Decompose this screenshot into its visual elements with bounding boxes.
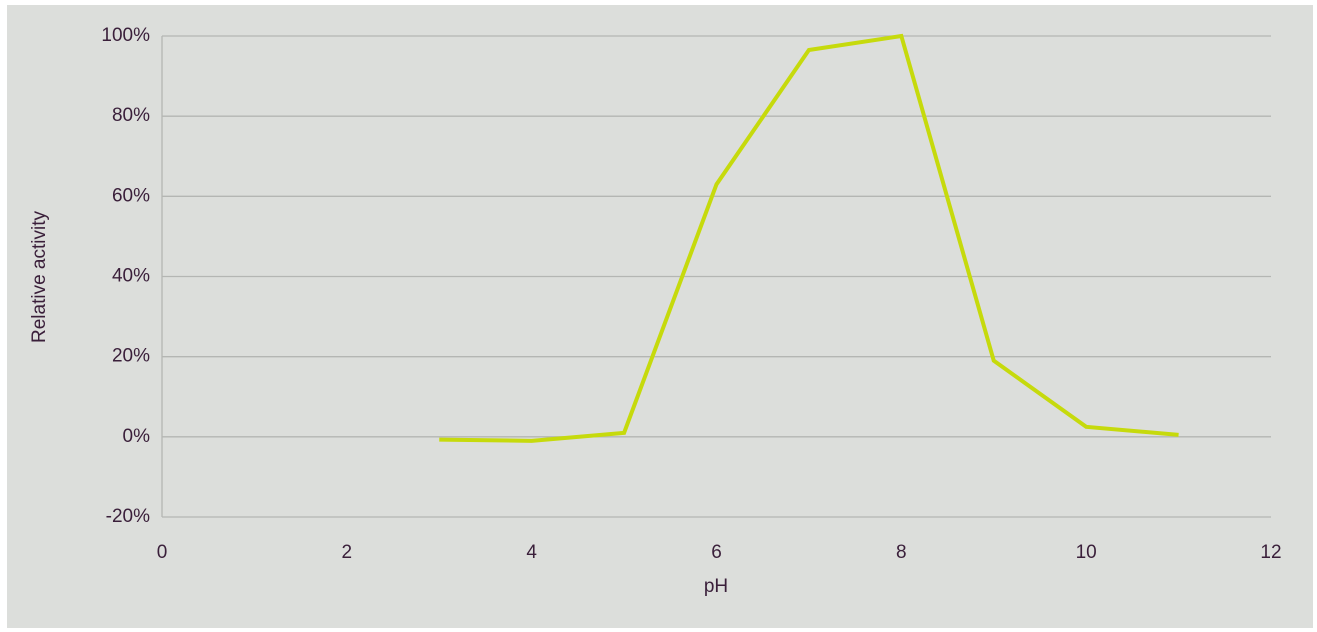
y-tick-label: -20% — [106, 506, 150, 527]
y-tick-label: 0% — [123, 426, 151, 447]
y-tick-label: 60% — [112, 185, 150, 206]
x-tick-label: 10 — [1076, 542, 1097, 563]
x-tick-label: 6 — [711, 542, 722, 563]
x-tick-label: 4 — [526, 542, 537, 563]
y-axis-label: Relative activity — [29, 211, 50, 343]
x-tick-label: 12 — [1260, 542, 1281, 563]
data-line — [439, 33, 1179, 443]
x-tick-label: 8 — [896, 542, 907, 563]
x-tick-label: 0 — [157, 542, 168, 563]
y-tick-label: 40% — [112, 266, 150, 287]
y-tick-label: 20% — [112, 346, 150, 367]
y-tick-label: 80% — [112, 105, 150, 126]
chart-background — [7, 5, 1313, 628]
x-tick-label: 2 — [342, 542, 353, 563]
x-axis-label: pH — [704, 576, 728, 597]
y-tick-label: 100% — [101, 25, 150, 46]
